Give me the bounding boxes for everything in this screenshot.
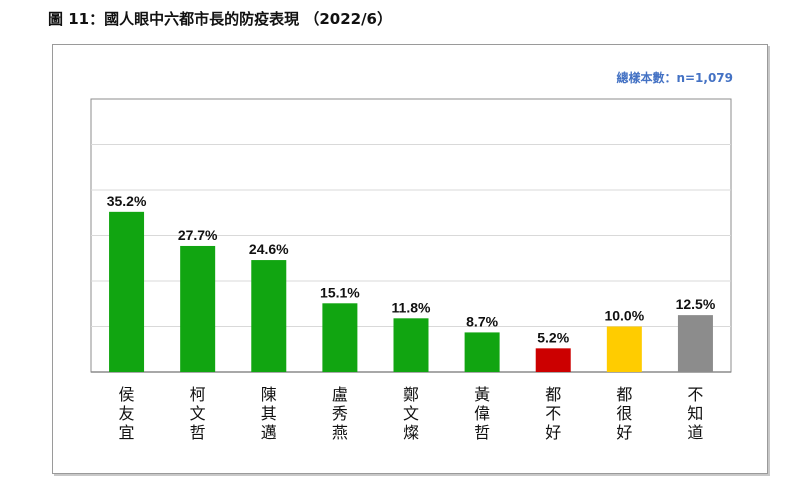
- data-label-9: 12.5%: [676, 296, 716, 312]
- bar-4: [322, 303, 358, 372]
- data-label-1: 35.2%: [107, 193, 147, 209]
- bar-6: [464, 332, 500, 372]
- category-label-5: 鄭文燦: [403, 385, 419, 442]
- data-label-3: 24.6%: [249, 241, 289, 257]
- bar-3: [251, 260, 287, 372]
- bar-9: [677, 315, 713, 372]
- data-label-4: 15.1%: [320, 284, 360, 300]
- bar-1: [109, 211, 145, 372]
- category-label-7: 都不好: [545, 385, 561, 442]
- bar-5: [393, 318, 429, 372]
- category-label-3: 陳其邁: [261, 385, 277, 442]
- bar-2: [180, 245, 216, 372]
- data-label-6: 8.7%: [466, 313, 498, 329]
- bar-7: [535, 348, 571, 372]
- data-label-7: 5.2%: [537, 329, 569, 345]
- data-label-8: 10.0%: [604, 308, 644, 324]
- chart-frame: 總樣本數：n=1,079 35.2% 侯友宜 27.7% 柯文哲 24.6% 陳其邁 15.…: [52, 44, 768, 474]
- category-label-1: 侯友宜: [119, 385, 135, 442]
- category-label-8: 都很好: [616, 385, 632, 442]
- bar-chart: 35.2% 侯友宜 27.7% 柯文哲 24.6% 陳其邁 15.1% 盧秀燕 11.8% 鄭文燦…: [90, 98, 732, 442]
- figure-title: 圖 11：國人眼中六都市長的防疫表現 （2022/6）: [48, 10, 392, 28]
- bar-8: [606, 326, 642, 372]
- data-label-5: 11.8%: [392, 299, 431, 315]
- category-label-6: 黃偉哲: [474, 385, 490, 442]
- category-label-2: 柯文哲: [190, 385, 206, 442]
- data-label-2: 27.7%: [178, 227, 218, 243]
- sample-size-note: 總樣本數：n=1,079: [616, 71, 733, 85]
- category-label-9: 不知道: [687, 385, 703, 442]
- category-label-4: 盧秀燕: [332, 385, 348, 442]
